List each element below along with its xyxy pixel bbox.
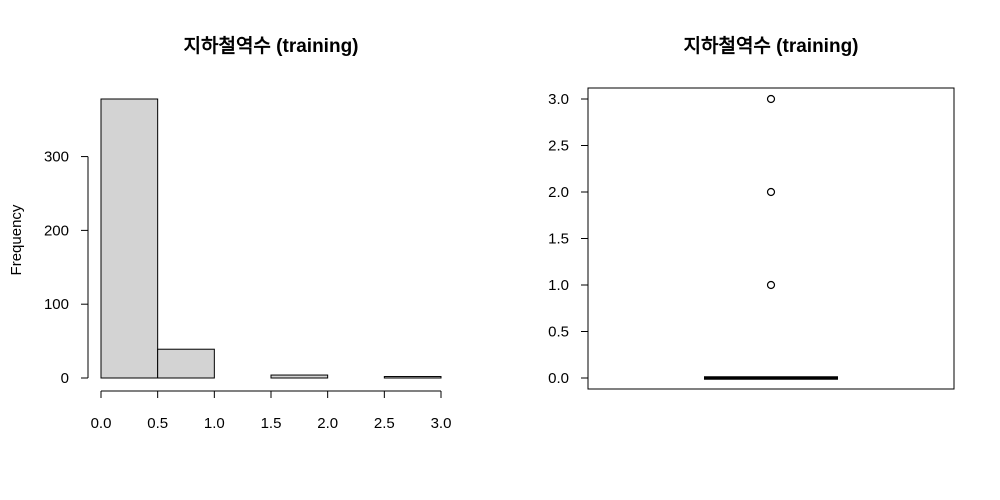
histogram-y-axis-label: Frequency — [8, 204, 25, 275]
histogram-y-tick-label: 100 — [44, 296, 69, 313]
boxplot-y-tick-label: 1.5 — [548, 231, 569, 248]
histogram-y-tick-label: 0 — [61, 370, 69, 387]
boxplot-outlier-point — [766, 187, 776, 197]
boxplot-frame — [587, 87, 955, 390]
histogram-x-tick-label: 1.5 — [261, 415, 282, 432]
boxplot-y-tick-label: 0.5 — [548, 324, 569, 341]
boxplot-y-tick-label: 2.5 — [548, 138, 569, 155]
histogram-bar — [383, 376, 442, 379]
boxplot-y-tick-label: 0.0 — [548, 370, 569, 387]
boxplot-outlier-point — [766, 94, 776, 104]
boxplot-y-tick-label: 2.0 — [548, 184, 569, 201]
boxplot-y-tick-label: 3.0 — [548, 91, 569, 108]
histogram-y-tick-label: 200 — [44, 222, 69, 239]
histogram-x-tick-label: 1.0 — [204, 415, 225, 432]
histogram-y-axis: 0 100 200 300 — [44, 149, 89, 387]
boxplot-panel: 지하철역수 (training) 0.0 0.5 1.0 1.5 2.0 2.5 3.0 — [548, 35, 955, 390]
boxplot-y-tick-label: 1.0 — [548, 277, 569, 294]
boxplot-y-axis: 0.0 0.5 1.0 1.5 2.0 2.5 3.0 — [548, 91, 588, 387]
histogram-bars — [100, 98, 442, 379]
histogram-x-axis: 0.0 0.5 1.0 1.5 2.0 2.5 3.0 — [91, 390, 452, 432]
histogram-x-tick-label: 0.0 — [91, 415, 112, 432]
histogram-x-tick-label: 2.5 — [374, 415, 395, 432]
histogram-x-tick-label: 2.0 — [317, 415, 338, 432]
boxplot-outliers — [766, 94, 776, 290]
histogram-bar — [100, 98, 159, 379]
boxplot-title: 지하철역수 (training) — [684, 35, 859, 57]
histogram-panel: 지하철역수 (training) Frequency 0.0 0.5 1.0 1.5 2… — [8, 35, 451, 432]
histogram-x-tick-label: 0.5 — [147, 415, 168, 432]
histogram-x-tick-label: 3.0 — [431, 415, 452, 432]
histogram-y-tick-label: 300 — [44, 149, 69, 166]
boxplot-outlier-point — [766, 280, 776, 290]
histogram-bar — [270, 374, 329, 379]
histogram-title: 지하철역수 (training) — [184, 35, 359, 57]
histogram-bar — [157, 348, 215, 379]
